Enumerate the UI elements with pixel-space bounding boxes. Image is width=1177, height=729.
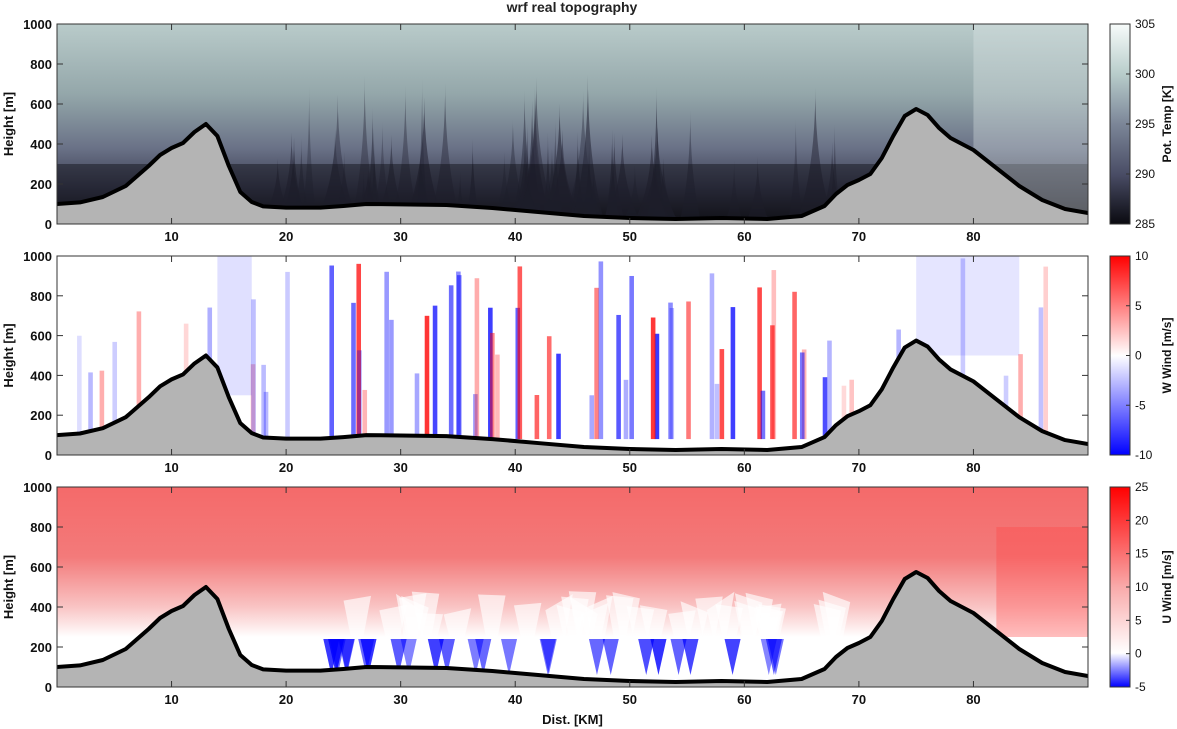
y-tick-label: 200 <box>30 640 52 655</box>
x-tick-label: 70 <box>852 229 866 244</box>
x-tick-label: 50 <box>623 229 637 244</box>
x-tick-label: 80 <box>966 460 980 475</box>
y-axis-label: Height [m] <box>1 555 16 619</box>
colorbar-tick-label: 0 <box>1135 647 1142 661</box>
y-axis-label: Height [m] <box>1 92 16 156</box>
colorbar-vertical-wind: -10 -5 0 5 10 W Wind [m/s] <box>1109 249 1174 462</box>
colorbar-tick-label: 0 <box>1135 349 1142 363</box>
y-tick-label: 400 <box>30 600 52 615</box>
y-tick-label: 600 <box>30 329 52 344</box>
plot-frame <box>56 486 1089 688</box>
terrain-outline <box>57 338 1088 453</box>
x-tick-label: 20 <box>279 229 293 244</box>
terrain-fill <box>57 109 1088 224</box>
x-tick-label: 50 <box>623 692 637 707</box>
colorbar-tick-label: -5 <box>1135 398 1146 412</box>
x-tick-label: 70 <box>852 460 866 475</box>
x-tick-label: 60 <box>737 460 751 475</box>
x-tick-label: 30 <box>393 460 407 475</box>
y-tick-label: 400 <box>30 368 52 383</box>
colorbar-tick-label: 300 <box>1135 67 1155 81</box>
x-tick-label: 10 <box>164 692 178 707</box>
colorbar-tick-label: 5 <box>1135 613 1142 627</box>
colorbar-tick-label: 10 <box>1135 580 1149 594</box>
colorbar-potential-temperature: 285 290 295 300 305 Pot. Temp [K] <box>1109 17 1174 231</box>
x-tick-label: 70 <box>852 692 866 707</box>
colorbar-horizontal-wind: -5 0 5 10 15 20 25 U Wind [m/s] <box>1109 480 1174 694</box>
x-tick-label: 40 <box>508 692 522 707</box>
y-tick-label: 200 <box>30 177 52 192</box>
y-tick-label: 200 <box>30 408 52 423</box>
colorbar-tick-label: 5 <box>1135 299 1142 313</box>
colorbar-tick-label: 295 <box>1135 117 1155 131</box>
x-tick-label: 40 <box>508 229 522 244</box>
x-tick-label: 10 <box>164 229 178 244</box>
y-tick-label: 1000 <box>23 480 52 495</box>
terrain-outline <box>57 570 1088 684</box>
y-tick-label: 800 <box>30 520 52 535</box>
x-tick-label: 20 <box>279 692 293 707</box>
x-tick-label: 80 <box>966 692 980 707</box>
y-axis-label: Height [m] <box>1 323 16 387</box>
y-tick-label: 1000 <box>23 17 52 32</box>
terrain-outline <box>57 107 1088 221</box>
x-axis-label: Dist. [KM] <box>542 712 603 727</box>
y-tick-label: 600 <box>30 560 52 575</box>
y-tick-label: 400 <box>30 137 52 152</box>
y-tick-label: 0 <box>45 448 52 463</box>
colorbar-tick-label: 305 <box>1135 17 1155 31</box>
plot-frame <box>56 255 1089 456</box>
field-potential-temperature <box>57 24 1088 224</box>
figure-title: wrf real topography <box>506 0 638 15</box>
colorbar-tick-label: -10 <box>1135 448 1153 462</box>
colorbar-tick-label: 10 <box>1135 249 1149 263</box>
y-tick-label: 0 <box>45 680 52 695</box>
y-tick-label: 0 <box>45 217 52 232</box>
colorbar-tick-label: 290 <box>1135 167 1155 181</box>
field-vertical-wind <box>57 256 1088 455</box>
x-tick-label: 60 <box>737 229 751 244</box>
x-tick-label: 20 <box>279 460 293 475</box>
colorbar-tick-label: 285 <box>1135 217 1155 231</box>
colorbar-tick-label: 25 <box>1135 480 1149 494</box>
x-tick-label: 10 <box>164 460 178 475</box>
panel-potential-temperature: 10 20 30 40 50 60 70 8002004006008001000Height … <box>1 17 1174 244</box>
panel-vertical-wind: 10 20 30 40 50 60 70 8002004006008001000Height … <box>1 249 1174 475</box>
y-tick-label: 800 <box>30 289 52 304</box>
colorbar-label: U Wind [m/s] <box>1160 550 1174 623</box>
colorbar-label: Pot. Temp [K] <box>1160 85 1174 162</box>
colorbar-tick-label: -5 <box>1135 680 1146 694</box>
y-tick-label: 1000 <box>23 249 52 264</box>
y-tick-label: 800 <box>30 57 52 72</box>
terrain-fill <box>57 340 1088 455</box>
x-tick-label: 40 <box>508 460 522 475</box>
x-tick-label: 80 <box>966 229 980 244</box>
plot-frame <box>56 23 1089 225</box>
y-tick-label: 600 <box>30 97 52 112</box>
x-tick-label: 30 <box>393 229 407 244</box>
x-tick-label: 60 <box>737 692 751 707</box>
colorbar-label: W Wind [m/s] <box>1160 318 1174 394</box>
panel-horizontal-wind: 10 20 30 40 50 60 70 8002004006008001000Height … <box>1 480 1174 727</box>
field-horizontal-wind <box>57 487 1088 687</box>
x-tick-label: 50 <box>623 460 637 475</box>
terrain-fill <box>57 572 1088 687</box>
colorbar-tick-label: 20 <box>1135 513 1149 527</box>
colorbar-tick-label: 15 <box>1135 547 1149 561</box>
x-tick-label: 30 <box>393 692 407 707</box>
